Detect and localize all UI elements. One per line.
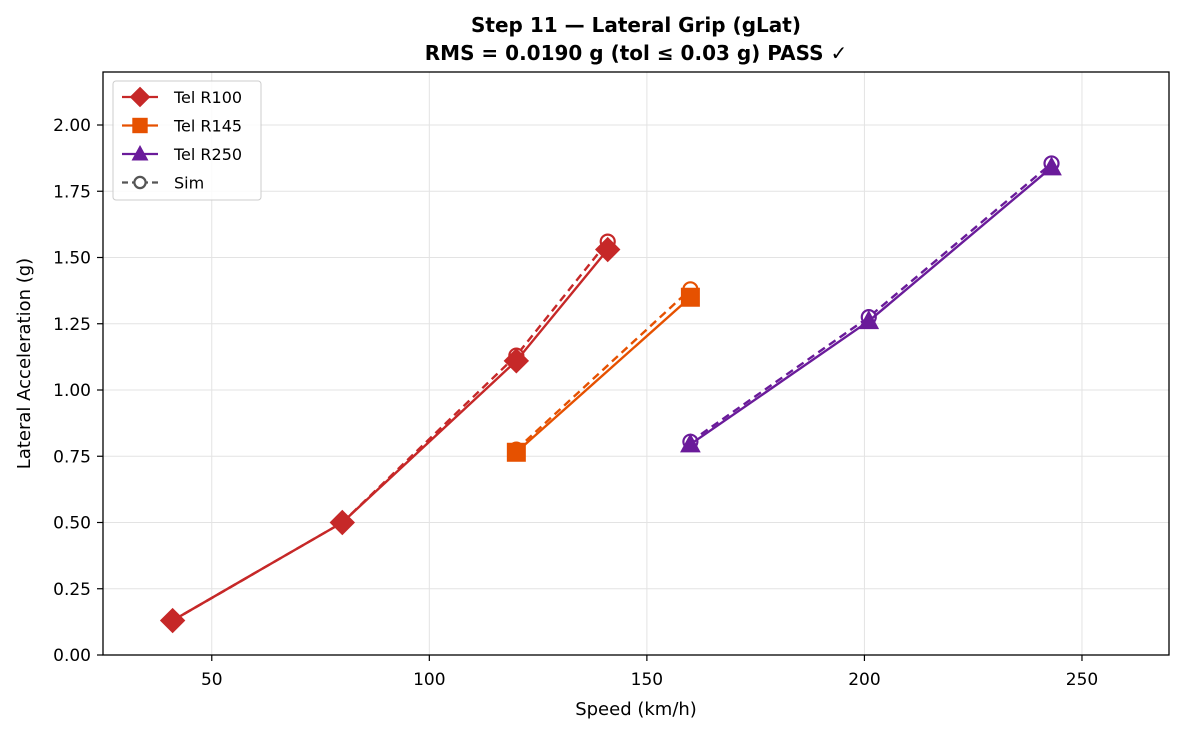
circle-marker xyxy=(133,175,147,190)
telemetry-series xyxy=(680,156,1062,453)
triangle-marker xyxy=(858,310,880,330)
sim-line xyxy=(515,288,692,451)
chart-subtitle: RMS = 0.0190 g (tol ≤ 0.03 g) PASS ✓ xyxy=(425,41,847,65)
legend-label: Tel R250 xyxy=(173,145,242,164)
y-tick-label: 0.75 xyxy=(53,447,91,467)
y-axis-label: Lateral Acceleration (g) xyxy=(14,258,35,469)
triangle-marker xyxy=(131,144,149,161)
y-tick-label: 1.75 xyxy=(53,182,91,202)
legend-item: Tel R100 xyxy=(122,86,242,108)
chart-title: Step 11 — Lateral Grip (gLat) xyxy=(471,13,801,37)
y-axis-ticks: 0.00 0.25 0.50 0.75 1.00 1.25 1.50 1.75 2.00 xyxy=(53,116,103,666)
legend-label: Sim xyxy=(174,174,204,193)
sim-series xyxy=(164,233,616,629)
x-tick-label: 250 xyxy=(1066,670,1098,690)
diamond-marker xyxy=(503,348,530,374)
legend-item: Tel R250 xyxy=(122,144,242,164)
x-axis-label: Speed (km/h) xyxy=(575,699,697,720)
triangle-marker xyxy=(680,433,701,453)
y-tick-label: 0.00 xyxy=(53,646,91,666)
diamond-marker xyxy=(329,509,356,536)
square-marker xyxy=(132,117,148,134)
diamond-marker xyxy=(595,236,621,263)
x-tick-label: 50 xyxy=(201,670,223,690)
x-tick-label: 100 xyxy=(413,670,445,690)
y-tick-label: 0.25 xyxy=(53,580,91,600)
legend-item: Tel R145 xyxy=(122,117,242,136)
series-layer xyxy=(159,155,1062,634)
square-marker xyxy=(506,442,526,462)
plot-frame xyxy=(102,71,1170,656)
y-tick-label: 0.50 xyxy=(53,514,91,534)
sim-series xyxy=(682,155,1060,450)
legend-item: Sim xyxy=(122,174,204,193)
y-tick-label: 1.25 xyxy=(53,315,91,335)
telemetry-series xyxy=(506,287,700,462)
sim-line xyxy=(172,240,609,622)
sim-line xyxy=(689,162,1053,443)
y-tick-label: 1.00 xyxy=(53,381,91,401)
diamond-marker xyxy=(159,607,186,634)
telemetry-line xyxy=(515,296,692,454)
x-axis-ticks: 50 100 150 200 250 xyxy=(201,655,1098,690)
y-tick-label: 2.00 xyxy=(53,116,91,136)
legend-box xyxy=(112,80,262,201)
telemetry-series xyxy=(159,236,621,634)
legend: Tel R100 Tel R145 Tel R250 Sim xyxy=(112,80,262,201)
square-marker xyxy=(680,287,700,307)
telemetry-line xyxy=(172,248,609,622)
x-tick-label: 150 xyxy=(631,670,663,690)
x-tick-label: 200 xyxy=(848,670,880,690)
triangle-marker xyxy=(1041,156,1062,176)
legend-label: Tel R100 xyxy=(173,88,242,107)
sim-series xyxy=(508,281,699,458)
legend-label: Tel R145 xyxy=(173,117,242,136)
diamond-marker xyxy=(129,86,151,108)
y-tick-label: 1.50 xyxy=(53,249,91,269)
